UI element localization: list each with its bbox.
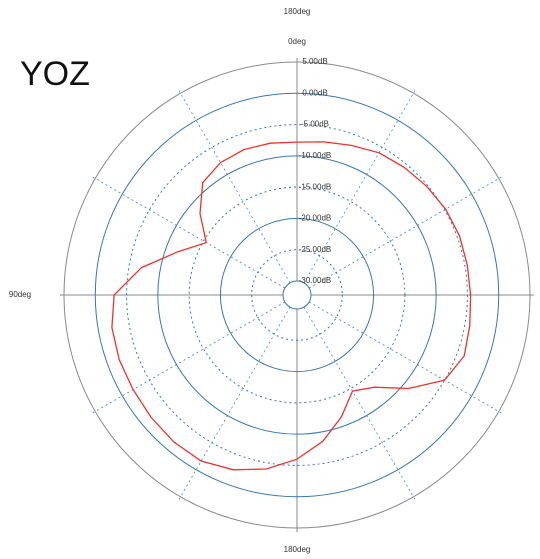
angle-grid-line xyxy=(308,301,503,414)
ring xyxy=(94,92,500,498)
r-tick-label: -30.00dB xyxy=(299,276,331,285)
ring xyxy=(188,186,406,404)
angle-grid-line xyxy=(303,89,416,284)
ring xyxy=(126,124,468,466)
r-tick-label: -15.00dB xyxy=(299,182,331,191)
r-tick-label: -20.00dB xyxy=(299,214,331,223)
r-tick-label: -25.00dB xyxy=(299,245,331,254)
top-annotation: 180deg xyxy=(284,7,311,16)
ring xyxy=(282,280,312,310)
angle-tick-label: 0deg xyxy=(288,37,306,46)
ring xyxy=(157,155,437,435)
ring xyxy=(219,217,375,373)
angle-tick-label: 180deg xyxy=(284,545,311,554)
r-tick-label: -10.00dB xyxy=(299,151,331,160)
ring xyxy=(251,249,343,341)
angle-grid-line xyxy=(91,176,286,289)
r-tick-label: 0.00dB xyxy=(302,88,327,97)
angle-grid-line xyxy=(91,301,286,414)
r-tick-label: -5.00dB xyxy=(301,120,329,129)
r-tick-label: 5.00dB xyxy=(302,57,327,66)
pattern-line xyxy=(111,141,472,471)
angle-tick-label: 90deg xyxy=(9,290,31,299)
ring xyxy=(63,61,531,529)
angle-grid-line xyxy=(308,176,503,289)
angle-grid-line xyxy=(178,306,291,501)
chart-title: YOZ xyxy=(20,55,90,93)
angle-grid-line xyxy=(303,306,416,501)
angle-grid-line xyxy=(178,89,291,284)
